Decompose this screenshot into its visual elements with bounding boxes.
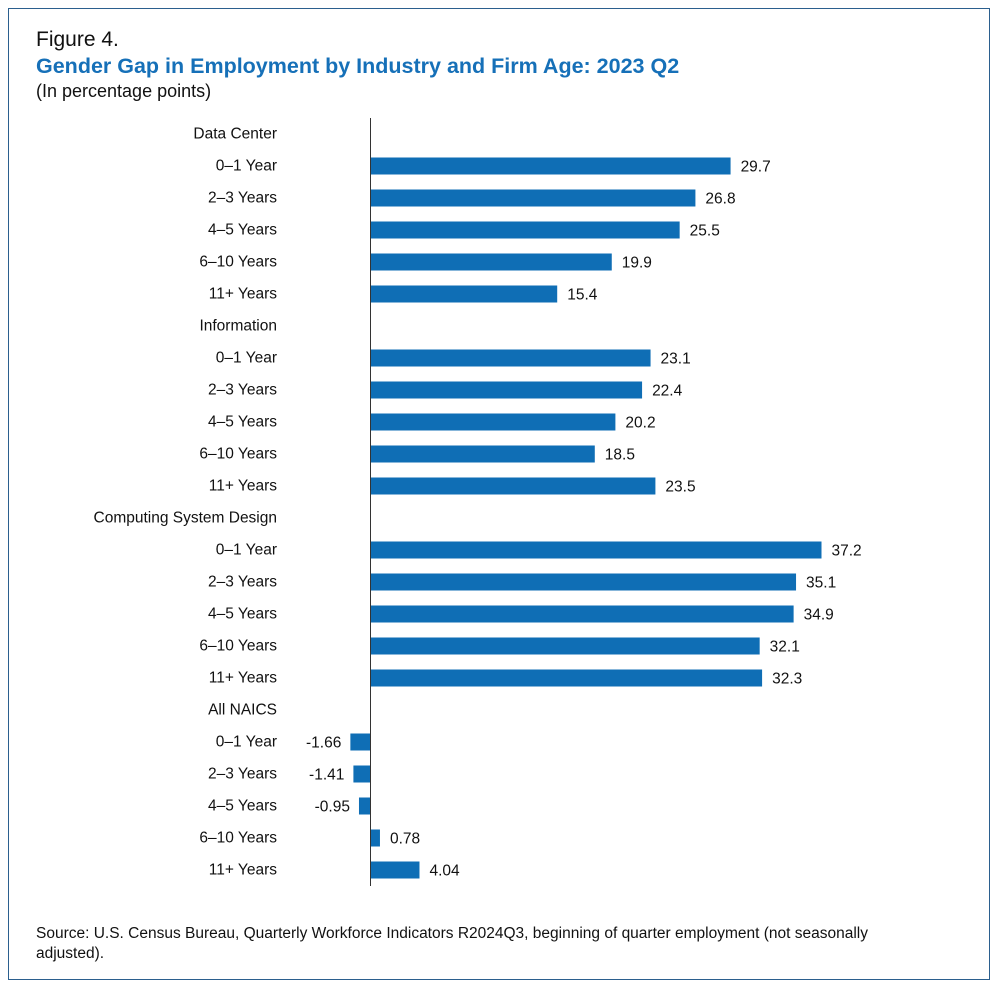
data-label: 0.78	[390, 831, 420, 848]
figure-label: Figure 4.	[36, 28, 119, 51]
bar	[358, 797, 371, 815]
source-note: Source: U.S. Census Bureau, Quarterly Wo…	[36, 925, 868, 962]
data-label: 29.7	[741, 159, 771, 176]
data-label: -1.41	[309, 767, 344, 784]
category-label: 2–3 Years	[208, 766, 277, 783]
data-label: -0.95	[315, 799, 350, 816]
bar	[370, 541, 822, 559]
category-label: 11+ Years	[209, 286, 277, 303]
category-label: 6–10 Years	[199, 638, 277, 655]
category-label: 2–3 Years	[208, 574, 277, 591]
group-label: Data Center	[193, 126, 277, 143]
data-label: 18.5	[605, 447, 635, 464]
bar	[370, 573, 797, 591]
data-label: 19.9	[622, 255, 652, 272]
group-label: All NAICS	[208, 702, 277, 719]
bar	[370, 445, 595, 463]
figure-subtitle: (In percentage points)	[36, 81, 212, 101]
bar	[370, 349, 651, 367]
category-label: 0–1 Year	[216, 158, 277, 175]
bar	[370, 829, 380, 847]
bar	[370, 477, 656, 495]
data-label: 26.8	[705, 191, 735, 208]
data-label: 20.2	[625, 415, 655, 432]
data-label: 32.3	[772, 671, 802, 688]
figure-title: Gender Gap in Employment by Industry and…	[36, 54, 680, 78]
category-label: 0–1 Year	[216, 350, 277, 367]
bar	[370, 285, 558, 303]
category-label: 2–3 Years	[208, 382, 277, 399]
data-label: 23.5	[665, 479, 695, 496]
bar	[370, 861, 420, 879]
bar	[370, 157, 731, 175]
bar	[350, 733, 371, 751]
data-label: 15.4	[567, 287, 598, 304]
category-label: 4–5 Years	[208, 798, 277, 815]
data-label: 25.5	[690, 223, 720, 240]
category-label: 4–5 Years	[208, 222, 277, 239]
data-label: 23.1	[661, 351, 691, 368]
figure-frame	[8, 8, 990, 980]
category-label: 6–10 Years	[199, 254, 277, 271]
bar	[370, 381, 643, 399]
bar	[370, 605, 794, 623]
bar	[370, 189, 696, 207]
bar	[370, 413, 616, 431]
data-label: 4.04	[429, 863, 460, 880]
category-label: 4–5 Years	[208, 414, 277, 431]
data-label: 34.9	[804, 607, 834, 624]
bar	[370, 637, 760, 655]
category-label: 11+ Years	[209, 670, 277, 687]
group-label: Information	[199, 318, 277, 335]
category-label: 0–1 Year	[216, 542, 277, 559]
bar	[353, 765, 371, 783]
bar	[370, 669, 763, 687]
bar	[370, 221, 680, 239]
category-label: 4–5 Years	[208, 606, 277, 623]
category-label: 6–10 Years	[199, 446, 277, 463]
category-label: 11+ Years	[209, 478, 277, 495]
data-label: 37.2	[832, 543, 862, 560]
data-label: 32.1	[770, 639, 800, 656]
bar	[370, 253, 612, 271]
data-label: -1.66	[306, 735, 341, 752]
data-label: 22.4	[652, 383, 683, 400]
category-label: 6–10 Years	[199, 830, 277, 847]
data-label: 35.1	[806, 575, 836, 592]
category-label: 11+ Years	[209, 862, 277, 879]
category-label: 0–1 Year	[216, 734, 277, 751]
category-label: 2–3 Years	[208, 190, 277, 207]
group-label: Computing System Design	[94, 510, 278, 527]
